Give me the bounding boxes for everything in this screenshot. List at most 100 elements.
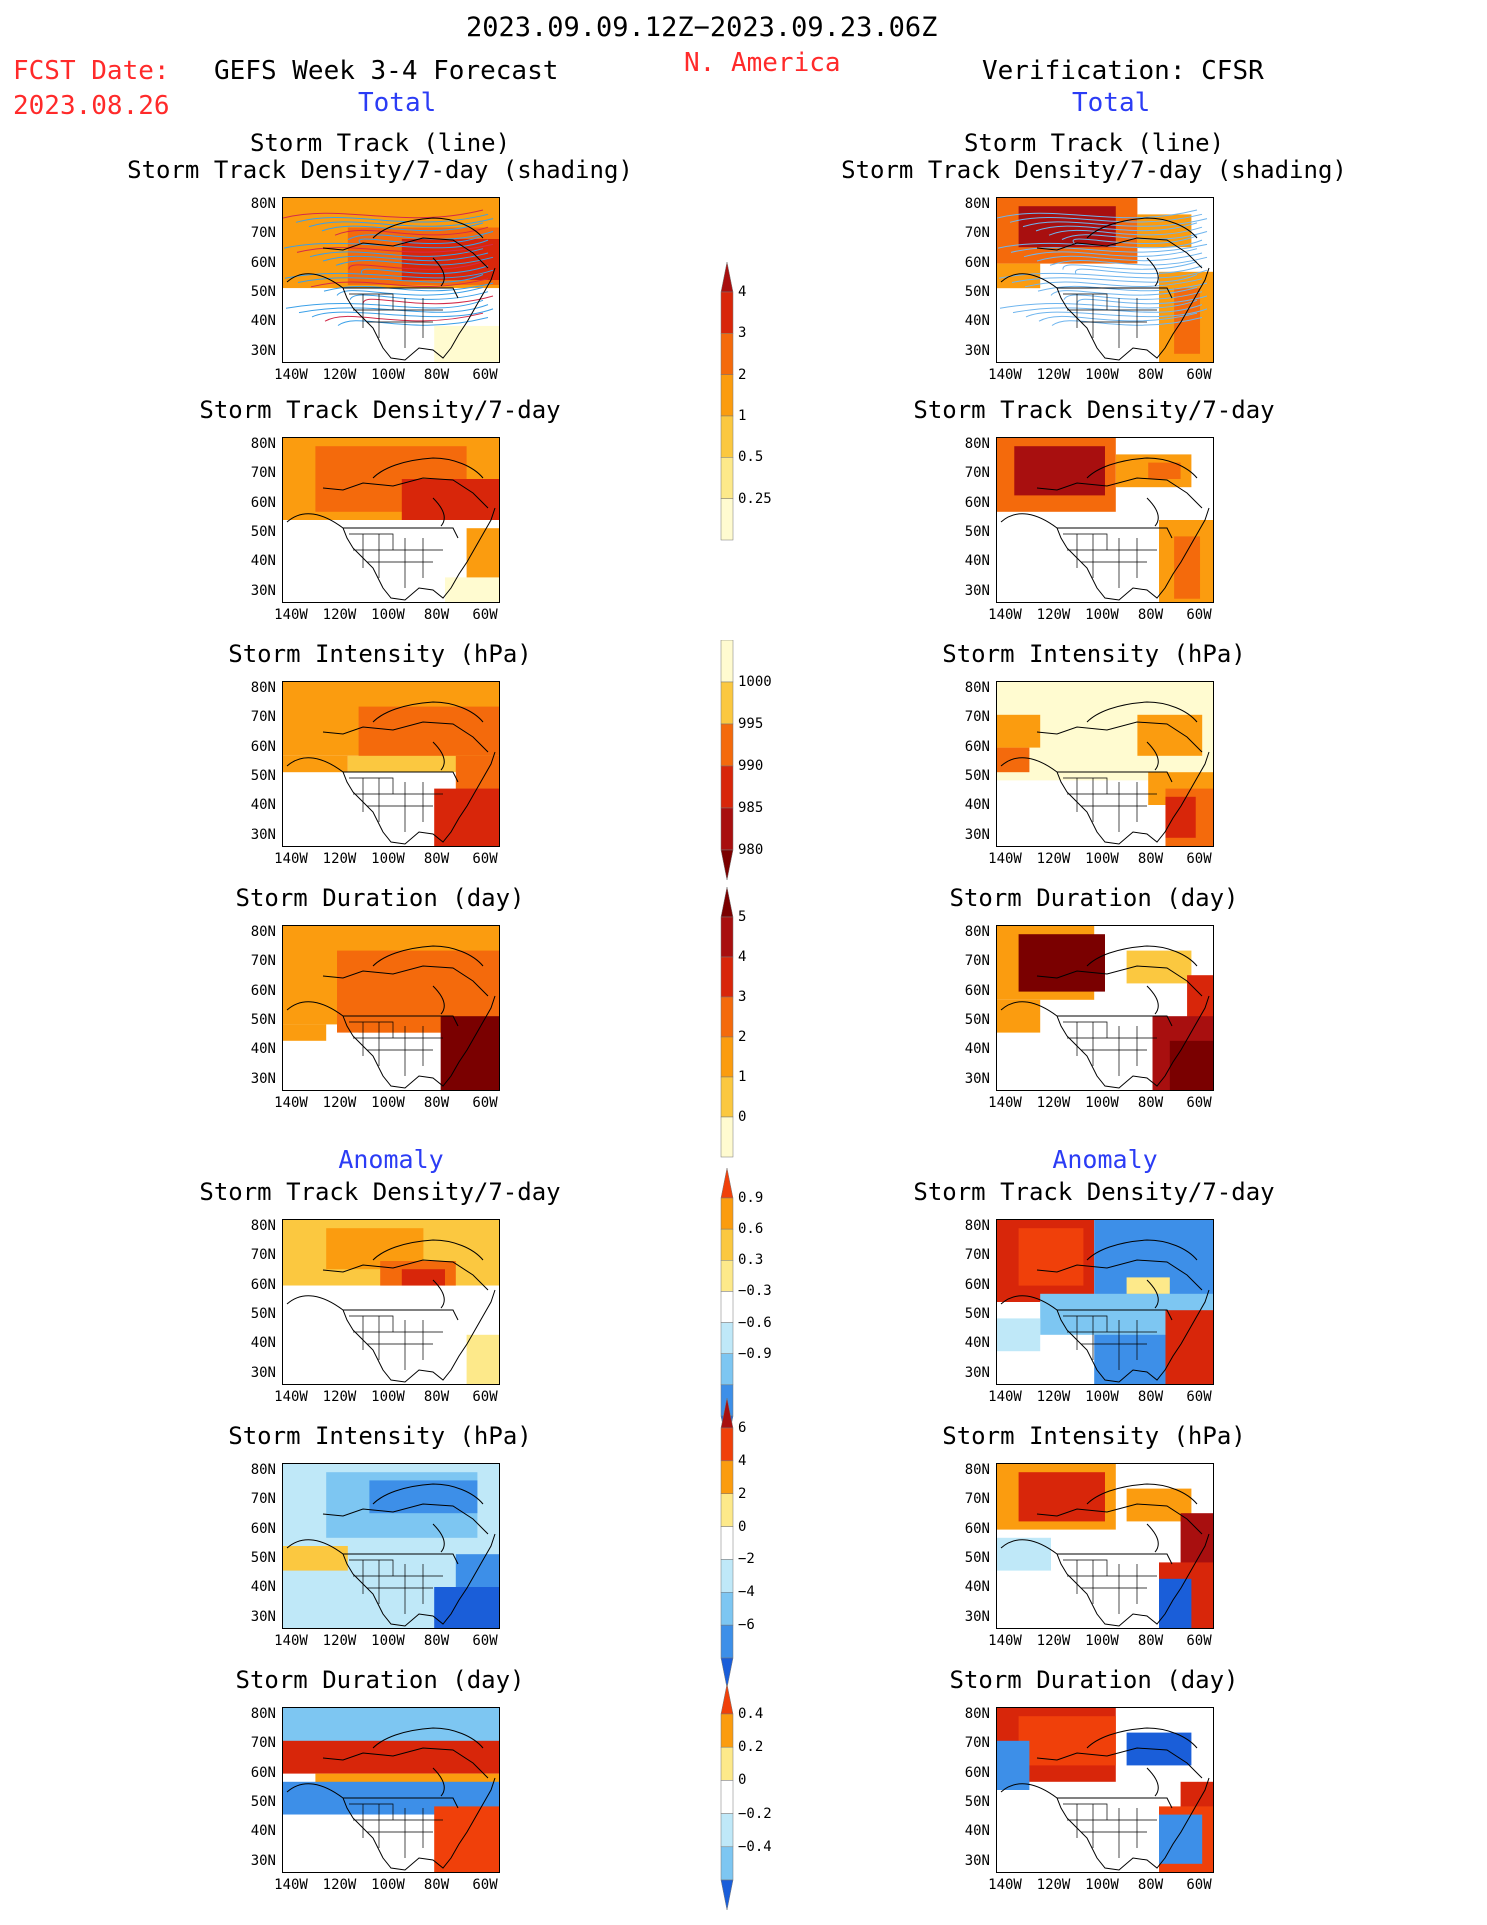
lon-tick-label: 100W xyxy=(1085,1095,1119,1111)
lat-tick-label: 60N xyxy=(964,494,990,511)
lat-tick-label: 70N xyxy=(964,1735,990,1752)
colorbar-label: 0 xyxy=(738,1772,747,1789)
lon-tick-label: 80W xyxy=(1137,1877,1164,1893)
colorbar-label: 990 xyxy=(738,758,764,774)
coastline-outline xyxy=(1000,701,1210,845)
lat-tick-label: 70N xyxy=(964,709,990,726)
lat-tick-label: 50N xyxy=(250,767,276,784)
coastline-outline xyxy=(1000,945,1210,1089)
lat-tick-label: 60N xyxy=(250,738,276,755)
storm-track-line xyxy=(324,312,484,322)
storm-track-line xyxy=(349,291,489,300)
lat-tick-label: 70N xyxy=(250,465,276,482)
colorbar-label: 4 xyxy=(738,949,747,965)
region-label: N. America xyxy=(684,48,841,78)
storm-track-line xyxy=(335,256,494,266)
lat-tick-label: 40N xyxy=(964,1823,990,1840)
lon-tick-label: 80W xyxy=(1137,1633,1164,1649)
colorbar-segment xyxy=(720,1493,734,1527)
state-borders xyxy=(349,1803,443,1858)
storm-track-line xyxy=(308,218,494,228)
colorbar-label: 995 xyxy=(738,716,764,732)
state-borders xyxy=(349,533,443,588)
lat-tick-label: 50N xyxy=(964,283,990,300)
storm-track-line xyxy=(296,243,494,253)
colorbar-segment xyxy=(720,1683,734,1715)
lon-tick-label: 80W xyxy=(1137,1095,1164,1111)
lon-tick-label: 100W xyxy=(1085,367,1119,383)
lat-tick-label: 40N xyxy=(964,1335,990,1352)
storm-track-line xyxy=(1024,278,1203,288)
shaded-cell xyxy=(1018,1228,1084,1286)
lat-tick-label: 70N xyxy=(250,709,276,726)
lat-tick-label: 60N xyxy=(250,1520,276,1537)
map-frame xyxy=(282,197,500,363)
lat-tick-label: 30N xyxy=(964,1608,990,1625)
colorbar-label: 980 xyxy=(738,842,764,858)
shaded-cell xyxy=(997,999,1041,1033)
shaded-cell xyxy=(997,1318,1041,1352)
colorbar-label: 0.5 xyxy=(738,449,764,466)
storm-track-line xyxy=(347,231,494,240)
colorbar-segment xyxy=(720,261,734,293)
colorbar-segment xyxy=(720,1624,734,1659)
lon-tick-label: 60W xyxy=(472,607,498,623)
lon-tick-label: 80W xyxy=(423,607,450,623)
total-left: Total xyxy=(358,88,437,118)
map-frame xyxy=(996,925,1214,1091)
colorbar-segment xyxy=(720,681,734,725)
map-field xyxy=(997,1220,1213,1384)
state-borders xyxy=(1063,1315,1157,1370)
lat-tick-label: 60N xyxy=(250,1276,276,1293)
colorbar-segment xyxy=(720,1713,734,1748)
storm-track-line xyxy=(1012,304,1203,314)
state-borders xyxy=(1063,1803,1157,1858)
storm-track-line xyxy=(1037,282,1208,292)
lon-tick-label: 120W xyxy=(1036,851,1071,867)
panel-title-density-anom-right: Storm Track Density/7-day xyxy=(913,1178,1275,1206)
lon-tick-label: 140W xyxy=(988,1389,1022,1405)
colorbar-segment xyxy=(720,1879,734,1911)
lat-tick-label: 80N xyxy=(964,196,990,212)
storm-track-line xyxy=(998,269,1208,279)
map-frame xyxy=(282,1463,500,1629)
storm-track-line xyxy=(285,299,484,309)
panel-title-track-right: Storm Track Density/7-day (shading) xyxy=(841,156,1347,184)
storm-track-line xyxy=(283,209,484,219)
state-borders xyxy=(349,777,443,832)
colorbar-segment xyxy=(720,916,734,958)
colorbar-label: 4 xyxy=(738,1452,747,1469)
colorbar-segment xyxy=(720,498,734,541)
colorbar-label: −6 xyxy=(738,1617,755,1634)
lon-tick-label: 100W xyxy=(371,607,405,623)
storm-track-line xyxy=(1049,256,1208,266)
coastline-outline xyxy=(286,1483,496,1627)
colorbar-segment xyxy=(720,1657,734,1689)
storm-track-line xyxy=(1050,286,1198,296)
lat-tick-label: 60N xyxy=(250,1764,276,1781)
lat-tick-label: 70N xyxy=(964,1247,990,1264)
map-frame xyxy=(996,681,1214,847)
colorbar-segment xyxy=(720,849,734,881)
lon-tick-label: 60W xyxy=(1186,1877,1212,1893)
map-field xyxy=(283,438,499,602)
verification-label: Verification: CFSR xyxy=(982,56,1264,86)
colorbar-segment xyxy=(720,374,734,417)
shaded-cell xyxy=(401,479,499,520)
panel-title-track-left: Storm Track (line) xyxy=(249,129,511,157)
lat-tick-label: 80N xyxy=(964,924,990,940)
colorbar-label: 1000 xyxy=(738,674,772,690)
lat-tick-label: 50N xyxy=(964,767,990,784)
storm-track-line xyxy=(1076,295,1208,305)
colorbar-label: −0.9 xyxy=(738,1345,772,1362)
lat-tick-label: 50N xyxy=(964,1793,990,1810)
lat-tick-label: 30N xyxy=(964,826,990,843)
lon-tick-label: 100W xyxy=(371,1633,405,1649)
lon-tick-label: 120W xyxy=(322,1633,357,1649)
lat-tick-label: 60N xyxy=(250,254,276,271)
colorbar-label: 0.9 xyxy=(738,1190,764,1206)
storm-track-line xyxy=(297,274,484,283)
shaded-cell xyxy=(1126,1277,1170,1294)
coastline-outline xyxy=(286,1239,496,1383)
lat-tick-label: 80N xyxy=(250,924,276,940)
